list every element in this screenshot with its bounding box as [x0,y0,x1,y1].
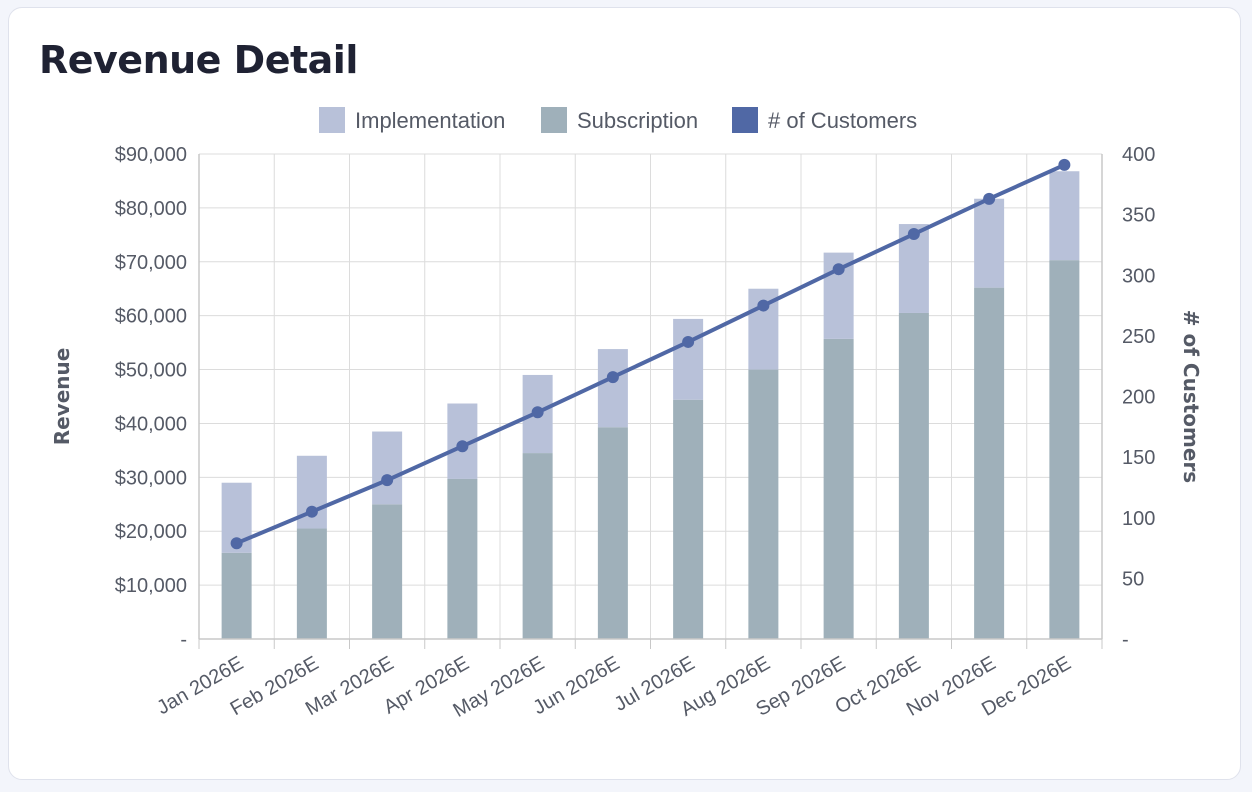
customers-point[interactable] [305,505,318,518]
customers-line-path [235,163,1066,546]
chart-customers-line [230,158,1071,550]
legend-label: Implementation [355,108,505,133]
customers-point[interactable] [606,371,619,384]
legend-item[interactable]: Implementation [319,107,505,133]
legend-label: Subscription [577,108,698,133]
y2-tick-label: 200 [1122,387,1155,409]
bar-subscription[interactable] [823,338,854,639]
y-tick-label: - [180,629,187,651]
bar-implementation[interactable] [974,198,1005,288]
legend-item[interactable]: # of Customers [732,107,917,133]
customers-point[interactable] [757,299,770,312]
y2-tick-label: 100 [1122,508,1155,530]
y-tick-label: $70,000 [115,252,187,274]
bar-subscription[interactable] [748,369,779,639]
customers-point[interactable] [531,406,544,419]
y-tick-label: $30,000 [115,467,187,489]
bar-implementation[interactable] [673,318,704,400]
customers-point[interactable] [983,192,996,205]
bar-subscription[interactable] [522,453,553,639]
y2-tick-label: 400 [1122,144,1155,166]
chart-grid [198,153,1103,640]
bar-subscription[interactable] [221,552,252,639]
legend-swatch [319,107,345,133]
bar-implementation[interactable] [597,349,628,428]
bar-implementation[interactable] [372,431,403,505]
legend-item[interactable]: Subscription [541,107,698,133]
chart-bars [221,171,1080,639]
y-tick-label: $60,000 [115,306,187,328]
bar-subscription[interactable] [597,427,628,639]
y-tick-label: $40,000 [115,413,187,435]
y2-tick-label: 50 [1122,568,1144,590]
y2-tick-label: 300 [1122,265,1155,287]
customers-point[interactable] [907,228,920,241]
y2-tick-label: 150 [1122,447,1155,469]
bar-subscription[interactable] [673,399,704,639]
y-axis-title: Revenue [50,348,74,446]
y2-tick-label: - [1122,629,1129,651]
y-tick-label: $80,000 [115,198,187,220]
card-title: Revenue Detail [39,38,358,82]
revenue-detail-card: Revenue Detail - $10,000 $20,000 $30,000 $40… [8,7,1241,780]
y2-tick-label: 250 [1122,326,1155,348]
bar-subscription[interactable] [447,478,478,639]
customers-point[interactable] [832,263,845,276]
bar-implementation[interactable] [1049,171,1080,261]
y-tick-label: $50,000 [115,360,187,382]
customers-point[interactable] [1058,158,1071,171]
y-tick-label: $20,000 [115,521,187,543]
legend-swatch [732,107,758,133]
legend-swatch [541,107,567,133]
bar-subscription[interactable] [1049,260,1080,639]
customers-point[interactable] [230,537,243,550]
chart-legend[interactable]: Implementation Subscription # of Customers [319,107,917,133]
customers-point[interactable] [381,474,394,487]
y-tick-label: $90,000 [115,144,187,166]
bar-subscription[interactable] [898,312,929,639]
bar-subscription[interactable] [372,504,403,639]
revenue-chart: - $10,000 $20,000 $30,000 $40,000 $50,000 $60,… [50,107,1203,722]
x-tick-label: Jun 2026E [530,652,624,719]
y2-axis-title: # of Customers [1179,310,1203,483]
bar-subscription[interactable] [296,528,327,639]
legend-label: # of Customers [768,108,917,133]
customers-point[interactable] [682,335,695,348]
y-tick-label: $10,000 [115,575,187,597]
bar-subscription[interactable] [974,287,1005,639]
y2-tick-label: 350 [1122,205,1155,227]
customers-point[interactable] [456,440,469,453]
